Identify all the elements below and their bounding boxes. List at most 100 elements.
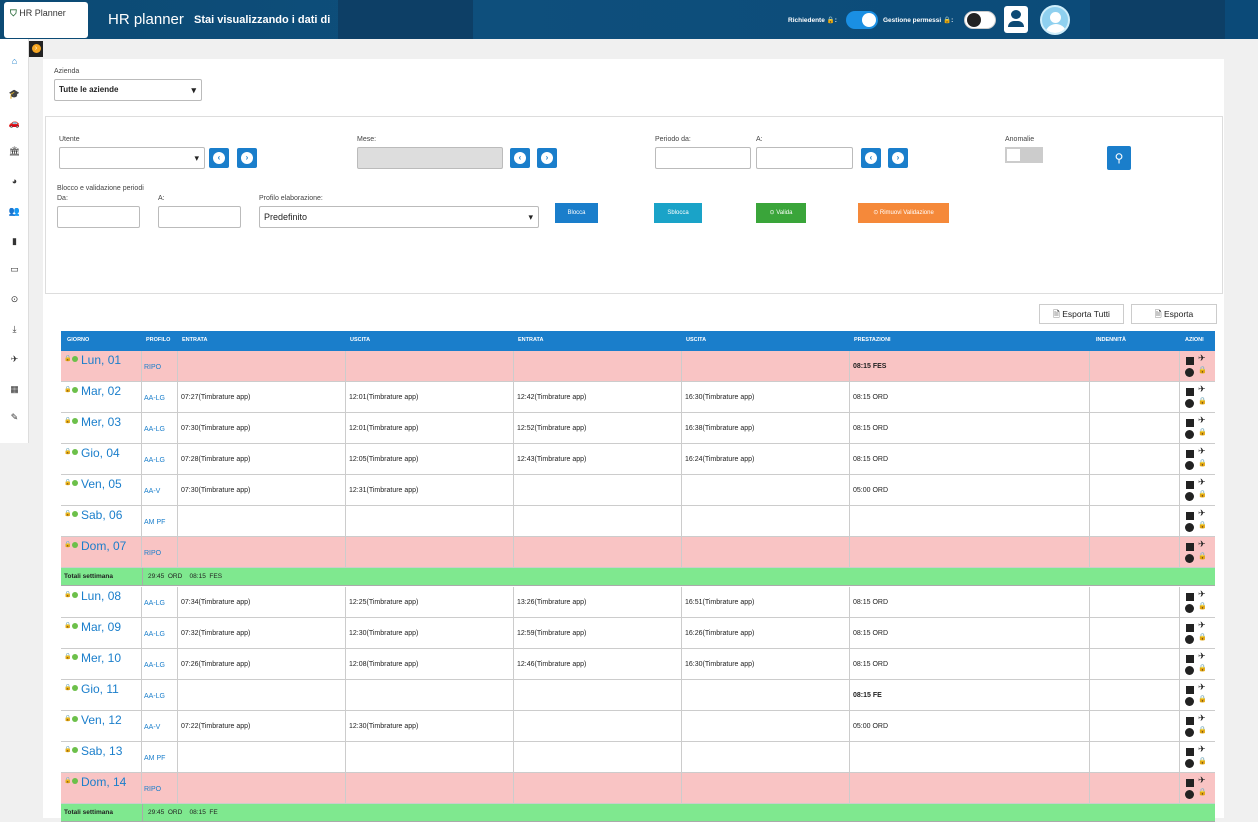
- add-circle-icon[interactable]: [1185, 697, 1194, 706]
- plane-icon[interactable]: ✈: [1198, 539, 1206, 549]
- profile-link[interactable]: AA-LG: [142, 680, 178, 711]
- lock-icon[interactable]: 🔒: [64, 623, 72, 629]
- esporta-button[interactable]: 🗎 Esporta: [1131, 304, 1217, 324]
- add-circle-icon[interactable]: [1185, 523, 1194, 532]
- profile-link[interactable]: AA-V: [142, 475, 178, 506]
- profilo-select[interactable]: Predefinito: [259, 206, 539, 228]
- lock-icon[interactable]: 🔒: [64, 449, 72, 455]
- add-circle-icon[interactable]: [1185, 461, 1194, 470]
- requester-toggle[interactable]: [846, 11, 878, 29]
- plane-icon[interactable]: ✈: [1198, 775, 1206, 785]
- utente-next-button[interactable]: ›: [237, 148, 257, 168]
- profile-link[interactable]: AA-LG: [142, 618, 178, 649]
- lock-icon[interactable]: 🔒: [1198, 491, 1207, 498]
- contact-card-icon[interactable]: [1004, 6, 1028, 33]
- day-link[interactable]: Ven, 12: [81, 713, 122, 727]
- check-circle-icon[interactable]: [72, 449, 78, 455]
- sidebar-bank-icon[interactable]: 🏛: [8, 146, 21, 156]
- lock-icon[interactable]: 🔒: [1198, 398, 1207, 405]
- lock-icon[interactable]: 🔒: [1198, 789, 1207, 796]
- check-circle-icon[interactable]: [72, 778, 78, 784]
- day-link[interactable]: Mer, 10: [81, 651, 122, 665]
- lock-icon[interactable]: 🔒: [1198, 460, 1207, 467]
- add-circle-icon[interactable]: [1185, 368, 1194, 377]
- add-circle-icon[interactable]: [1185, 759, 1194, 768]
- permissions-toggle[interactable]: [964, 11, 996, 29]
- day-link[interactable]: Lun, 01: [81, 353, 122, 367]
- plane-icon[interactable]: ✈: [1198, 384, 1206, 394]
- edit-icon[interactable]: [1186, 512, 1194, 520]
- lock-icon[interactable]: 🔒: [1198, 758, 1207, 765]
- add-circle-icon[interactable]: [1185, 728, 1194, 737]
- azienda-select[interactable]: Tutte le aziende: [54, 79, 202, 101]
- edit-icon[interactable]: [1186, 419, 1194, 427]
- sidebar-toggle-button[interactable]: ›: [29, 41, 43, 57]
- profile-link[interactable]: RIPO: [142, 773, 178, 804]
- lock-icon[interactable]: 🔒: [64, 418, 72, 424]
- add-circle-icon[interactable]: [1185, 790, 1194, 799]
- lock-icon[interactable]: 🔒: [1198, 603, 1207, 610]
- day-link[interactable]: Dom, 14: [81, 775, 127, 789]
- avatar[interactable]: [1040, 5, 1070, 35]
- sidebar-car-icon[interactable]: 🚗: [8, 118, 21, 128]
- lock-icon[interactable]: 🔒: [1198, 696, 1207, 703]
- lock-icon[interactable]: 🔒: [64, 747, 72, 753]
- search-button[interactable]: ⚲: [1107, 146, 1131, 170]
- profile-link[interactable]: AA-LG: [142, 413, 178, 444]
- check-circle-icon[interactable]: [72, 623, 78, 629]
- check-circle-icon[interactable]: [72, 511, 78, 517]
- profile-link[interactable]: AM PF: [142, 742, 178, 773]
- sidebar-download-icon[interactable]: ⤓: [12, 324, 17, 334]
- edit-icon[interactable]: [1186, 450, 1194, 458]
- lock-icon[interactable]: 🔒: [64, 480, 72, 486]
- sidebar-home-icon[interactable]: ⌂: [11, 56, 18, 66]
- periodo-prev-button[interactable]: ‹: [861, 148, 881, 168]
- day-link[interactable]: Mar, 02: [81, 384, 122, 398]
- lock-icon[interactable]: 🔒: [64, 356, 72, 362]
- plane-icon[interactable]: ✈: [1198, 744, 1206, 754]
- check-circle-icon[interactable]: [72, 592, 78, 598]
- check-circle-icon[interactable]: [72, 747, 78, 753]
- plane-icon[interactable]: ✈: [1198, 713, 1206, 723]
- rimuovi-validazione-button[interactable]: ⊙ Rimuovi Validazione: [858, 203, 949, 223]
- lock-icon[interactable]: 🔒: [1198, 727, 1207, 734]
- mese-input[interactable]: [357, 147, 503, 169]
- profile-link[interactable]: AM PF: [142, 506, 178, 537]
- lock-icon[interactable]: 🔒: [1198, 553, 1207, 560]
- utente-prev-button[interactable]: ‹: [209, 148, 229, 168]
- lock-icon[interactable]: 🔒: [64, 716, 72, 722]
- profile-link[interactable]: AA-LG: [142, 382, 178, 413]
- sidebar-plane-icon[interactable]: ✈: [10, 354, 19, 364]
- logo[interactable]: ⛉ HR Planner: [4, 2, 88, 38]
- lock-icon[interactable]: 🔒: [64, 685, 72, 691]
- sidebar-calendar-icon[interactable]: ▦: [10, 384, 19, 394]
- day-link[interactable]: Sab, 06: [81, 508, 123, 522]
- sidebar-clock-icon[interactable]: ⊙: [10, 294, 19, 304]
- check-circle-icon[interactable]: [72, 716, 78, 722]
- edit-icon[interactable]: [1186, 655, 1194, 663]
- plane-icon[interactable]: ✈: [1198, 477, 1206, 487]
- sidebar-users-icon[interactable]: 👥: [8, 206, 21, 216]
- valida-button[interactable]: ⊙ Valida: [756, 203, 806, 223]
- lock-icon[interactable]: 🔒: [1198, 665, 1207, 672]
- sidebar-card-icon[interactable]: ▭: [10, 264, 19, 274]
- plane-icon[interactable]: ✈: [1198, 651, 1206, 661]
- add-circle-icon[interactable]: [1185, 635, 1194, 644]
- edit-icon[interactable]: [1186, 748, 1194, 756]
- day-link[interactable]: Mar, 09: [81, 620, 122, 634]
- plane-icon[interactable]: ✈: [1198, 508, 1206, 518]
- edit-icon[interactable]: [1186, 624, 1194, 632]
- sblocca-button[interactable]: Sblocca: [654, 203, 702, 223]
- sidebar-suitcase-icon[interactable]: ▮: [12, 236, 17, 246]
- plane-icon[interactable]: ✈: [1198, 446, 1206, 456]
- add-circle-icon[interactable]: [1185, 604, 1194, 613]
- lock-icon[interactable]: 🔒: [1198, 634, 1207, 641]
- day-link[interactable]: Mer, 03: [81, 415, 122, 429]
- lock-icon[interactable]: 🔒: [64, 592, 72, 598]
- check-circle-icon[interactable]: [72, 418, 78, 424]
- profile-link[interactable]: AA-LG: [142, 444, 178, 475]
- add-circle-icon[interactable]: [1185, 430, 1194, 439]
- sidebar-wrench-icon[interactable]: ✎: [10, 412, 19, 422]
- day-link[interactable]: Gio, 04: [81, 446, 120, 460]
- edit-icon[interactable]: [1186, 593, 1194, 601]
